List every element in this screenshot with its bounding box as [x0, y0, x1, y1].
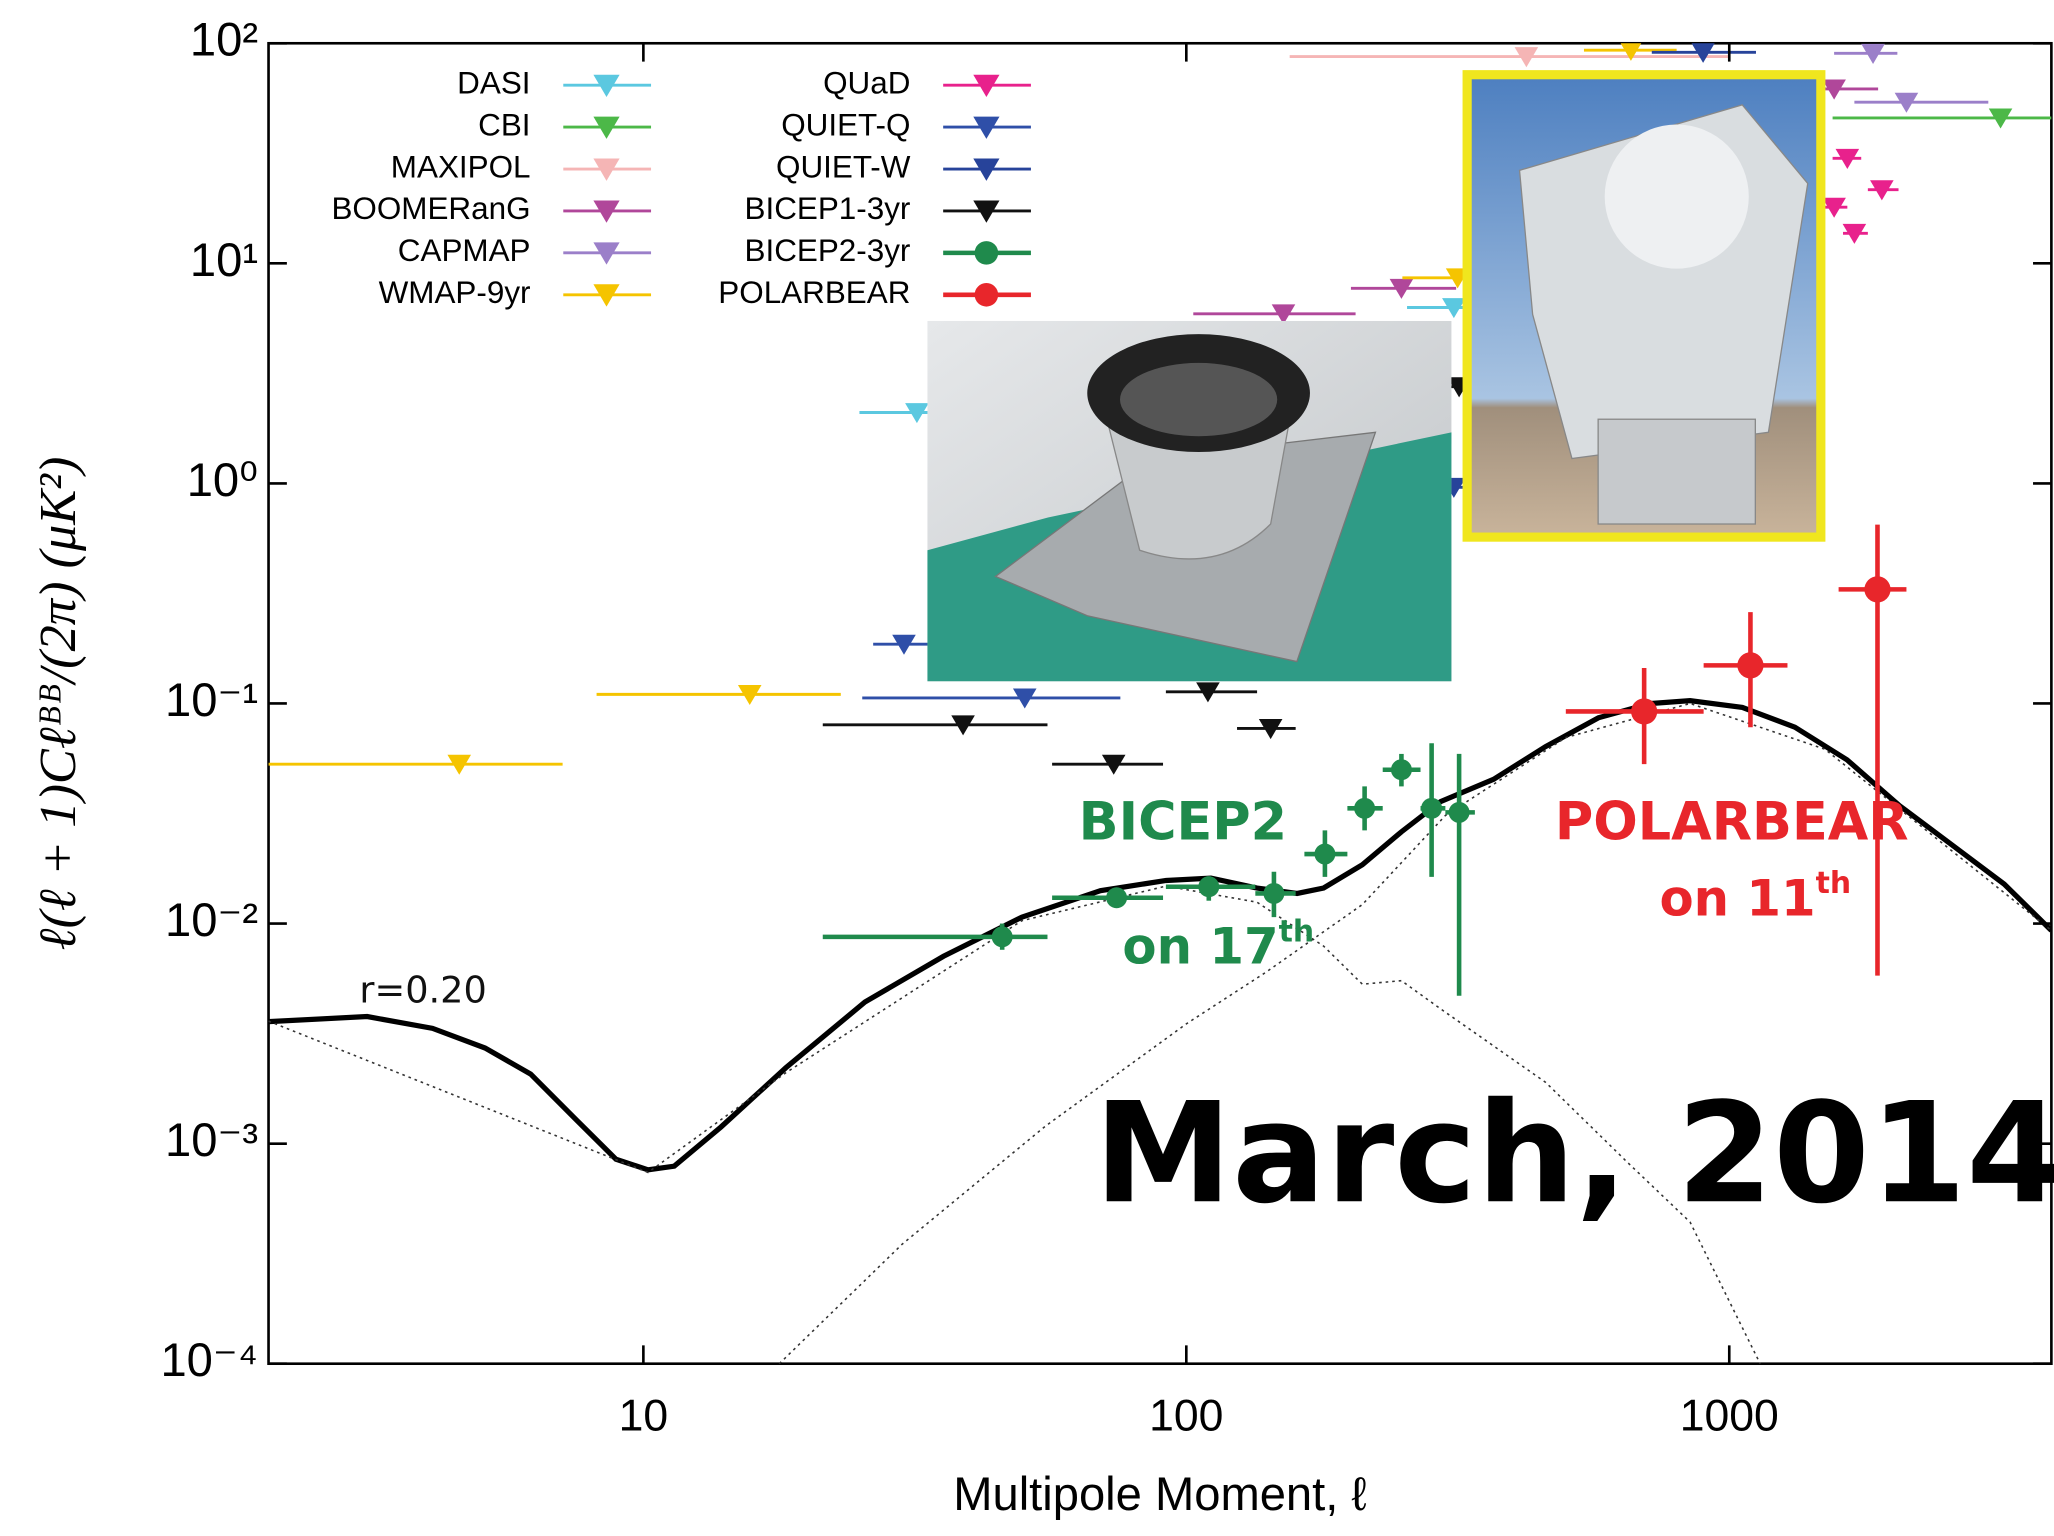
x-tick-label: 10: [619, 1391, 669, 1440]
annotation-text: r=0.20: [359, 968, 486, 1011]
photo-mount: [1598, 419, 1755, 524]
annotation-superscript: th: [1816, 865, 1852, 900]
legend-label: DASI: [457, 65, 530, 100]
annotation: r=0.20: [359, 968, 486, 1011]
annotation: BICEP2: [1079, 791, 1287, 852]
data-point: [1354, 798, 1375, 819]
data-point: [1631, 698, 1657, 724]
data-point: [1737, 652, 1763, 678]
legend-label: BICEP2-3yr: [745, 233, 911, 268]
annotation: March, 2014: [1094, 1072, 2054, 1234]
series: [1833, 108, 2052, 128]
annotation-superscript: th: [1279, 914, 1315, 949]
y-tick-label: 10⁻⁴: [160, 1333, 258, 1386]
legend-label: MAXIPOL: [391, 149, 531, 184]
legend-label: CAPMAP: [398, 233, 531, 268]
annotation: on 17th: [1122, 914, 1314, 975]
data-point: [1864, 576, 1890, 602]
photo-telescope: [1467, 75, 1821, 537]
data-point: [1449, 802, 1470, 823]
annotation-text: on 11: [1659, 869, 1815, 927]
data-point: [1106, 887, 1127, 908]
x-tick-label: 1000: [1680, 1391, 1779, 1440]
legend-label: BOOMERanG: [331, 191, 530, 226]
legend-label: QUIET-Q: [781, 107, 910, 142]
annotation-text: POLARBEAR: [1555, 791, 1909, 852]
annotation: on 11th: [1659, 865, 1851, 926]
annotation: POLARBEAR: [1555, 791, 1909, 852]
legend-label: POLARBEAR: [718, 275, 910, 310]
annotation-text: March, 2014: [1094, 1072, 2054, 1234]
data-point: [1391, 759, 1412, 780]
legend-marker: [975, 241, 999, 265]
data-point: [1263, 883, 1284, 904]
annotation-text: BICEP2: [1079, 791, 1287, 852]
y-tick-label: 10¹: [190, 233, 258, 286]
annotation-text: on 17: [1122, 917, 1278, 975]
data-point: [1421, 798, 1442, 819]
series: [1834, 44, 1988, 113]
legend-label: BICEP1-3yr: [745, 191, 911, 226]
data-point: [992, 926, 1013, 947]
y-tick-label: 10⁰: [187, 453, 258, 506]
legend-label: QUaD: [823, 65, 910, 100]
photos: [927, 75, 1820, 682]
legend-label: CBI: [478, 107, 530, 142]
x-axis-label: Multipole Moment, ℓ: [953, 1467, 1366, 1520]
x-tick-label: 100: [1149, 1391, 1223, 1440]
legend-label: WMAP-9yr: [379, 275, 531, 310]
legend-label: QUIET-W: [776, 149, 911, 184]
y-tick-label: 10⁻³: [165, 1113, 258, 1166]
data-point: [1198, 876, 1219, 897]
data-point: [1314, 844, 1335, 865]
chart: 10 100 1000 10² 10¹ 10⁰ 10⁻¹ 10⁻² 10⁻³ 10⁻⁴ Multip…: [0, 0, 2054, 1536]
photo-dish: [1605, 124, 1749, 268]
y-axis-label: ℓ(ℓ + 1)Cℓᴮᴮ/(2π) (μK²): [29, 457, 87, 951]
y-tick-label: 10²: [190, 13, 258, 66]
y-tick-label: 10⁻²: [165, 893, 258, 946]
y-tick-label: 10⁻¹: [165, 673, 258, 726]
legend-marker: [975, 283, 999, 307]
photo-receiver: [927, 321, 1451, 681]
photo-ring-inner: [1120, 363, 1277, 436]
